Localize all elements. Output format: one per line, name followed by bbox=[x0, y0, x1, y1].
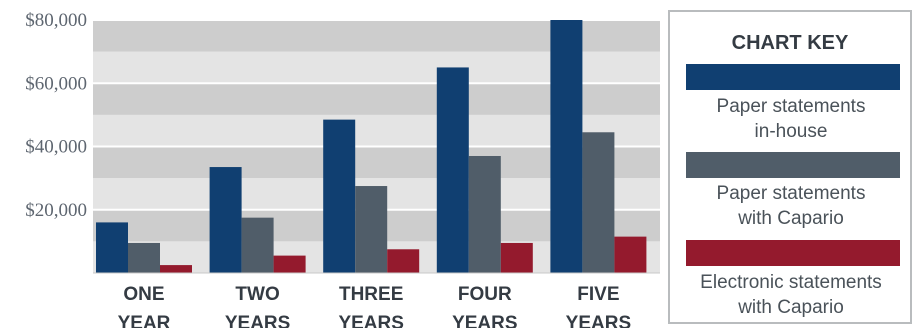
x-tick-label: TWO bbox=[235, 284, 279, 305]
legend-swatch-paper-capario bbox=[686, 152, 900, 178]
bar bbox=[273, 255, 306, 273]
x-tick-label: YEARS bbox=[338, 313, 403, 328]
x-tick-label: FIVE bbox=[577, 284, 619, 305]
bar bbox=[96, 222, 128, 273]
y-tick-label: $80,000 bbox=[25, 10, 87, 31]
x-tick-label: THREE bbox=[339, 284, 403, 305]
y-tick-label: $40,000 bbox=[25, 137, 87, 158]
legend-swatch-electronic-capario bbox=[686, 240, 900, 266]
legend-label-paper-capario: Paper statements with Capario bbox=[716, 183, 866, 229]
bar bbox=[582, 132, 615, 273]
bar bbox=[500, 242, 533, 273]
x-tick-label: YEARS bbox=[566, 313, 631, 328]
bar bbox=[550, 20, 583, 273]
x-tick-label: YEAR bbox=[118, 313, 171, 328]
legend-label-electronic-capario: Electronic statements with Capario bbox=[700, 272, 882, 318]
x-tick-label: ONE bbox=[123, 284, 164, 305]
x-tick-label: FOUR bbox=[458, 284, 512, 305]
y-tick-label: $20,000 bbox=[25, 200, 87, 221]
bar bbox=[160, 265, 192, 273]
bar bbox=[614, 236, 647, 273]
bar bbox=[241, 217, 274, 273]
x-tick-label: YEARS bbox=[452, 313, 517, 328]
x-tick-label: YEARS bbox=[225, 313, 290, 328]
bar bbox=[355, 186, 388, 273]
legend-title: CHART KEY bbox=[731, 32, 849, 54]
legend-label-paper-in-house: Paper statements in-house bbox=[716, 96, 866, 142]
bar bbox=[128, 242, 160, 273]
y-tick-label: $60,000 bbox=[25, 73, 87, 94]
bar bbox=[468, 155, 501, 273]
legend-swatch-paper-in-house bbox=[686, 64, 900, 90]
bar bbox=[387, 249, 420, 273]
bar bbox=[209, 167, 242, 273]
bar bbox=[436, 67, 469, 273]
bar bbox=[323, 119, 356, 274]
chart-legend: CHART KEY Paper statements in-house Pape… bbox=[668, 10, 912, 324]
bar-chart: $20,000 $40,000 $60,000 $80,000 ONE YEAR TWO YE… bbox=[25, 10, 660, 328]
